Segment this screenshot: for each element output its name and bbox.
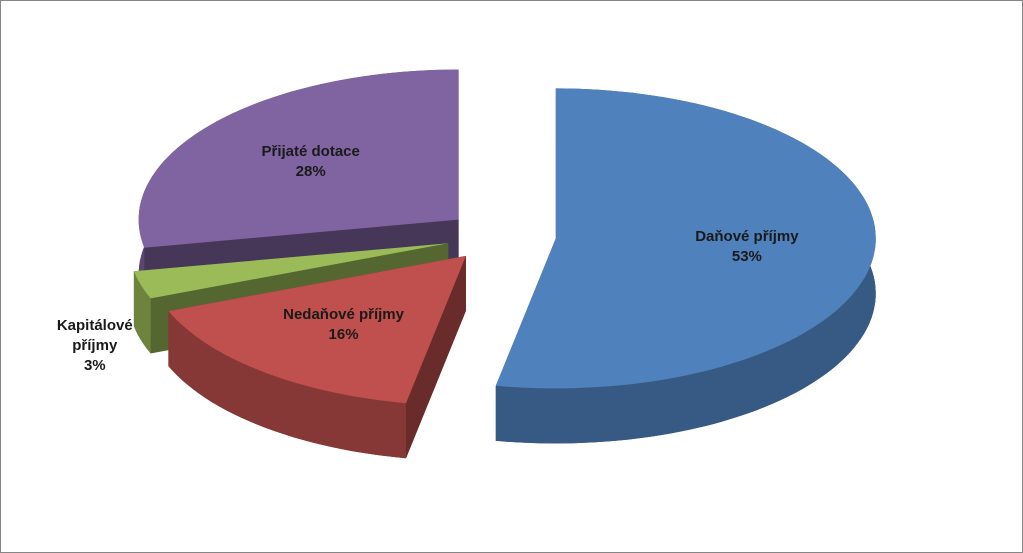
value-label: 53% xyxy=(731,247,762,265)
pie-slice xyxy=(138,69,459,248)
data-label: Kapitálové příjmy 3% xyxy=(45,316,145,376)
category-label: Kapitálové příjmy xyxy=(56,317,133,355)
pie-slice xyxy=(133,243,449,299)
slice-wall xyxy=(133,271,151,354)
value-label: 28% xyxy=(295,163,326,181)
pie-slice xyxy=(495,88,876,389)
slice-wall xyxy=(168,311,406,459)
data-label: Daňové příjmy 53% xyxy=(695,227,798,267)
category-label: Přijaté dotace xyxy=(261,143,360,161)
data-label: Nedaňové příjmy 16% xyxy=(283,305,404,345)
data-label: Přijaté dotace 28% xyxy=(261,142,359,182)
pie-slice xyxy=(168,255,466,404)
value-label: 3% xyxy=(83,357,106,375)
category-label: Daňové příjmy xyxy=(695,227,799,245)
value-label: 16% xyxy=(328,326,359,344)
category-label: Nedaňové příjmy xyxy=(283,306,404,324)
